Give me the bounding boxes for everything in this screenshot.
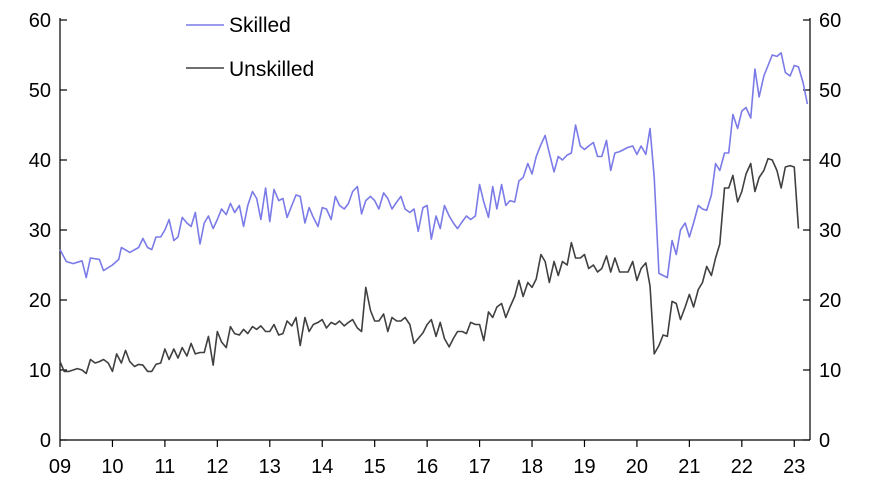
y-tick-label-right: 0	[819, 430, 830, 452]
x-tick-label: 14	[311, 456, 333, 478]
x-tick-label: 23	[783, 456, 805, 478]
x-tick-label: 15	[364, 456, 386, 478]
chart-axes: 0 10 20 30 40 50 60 0 10 20 30 40 50 60 09 10 11 12 13 14 15…	[29, 10, 842, 478]
series-line-skilled	[59, 52, 809, 279]
x-tick-label: 19	[573, 456, 595, 478]
x-tick-label: 17	[468, 456, 490, 478]
y-tick-label-right: 60	[819, 10, 841, 32]
chart-legend: Skilled Unskilled	[186, 14, 314, 81]
x-tick-label: 16	[416, 456, 438, 478]
y-tick-label-left: 50	[29, 80, 51, 102]
chart-series	[59, 52, 809, 375]
x-tick-label: 10	[101, 456, 123, 478]
x-tick-label: 20	[626, 456, 648, 478]
x-tick-label: 18	[521, 456, 543, 478]
x-tick-label: 22	[731, 456, 753, 478]
legend-label-skilled: Skilled	[229, 14, 291, 37]
y-tick-label-left: 10	[29, 360, 51, 382]
y-tick-label-right: 20	[819, 290, 841, 312]
y-tick-label-right: 40	[819, 150, 841, 172]
x-tick-label: 21	[678, 456, 700, 478]
legend-label-unskilled: Unskilled	[229, 58, 314, 81]
x-tick-label: 12	[206, 456, 228, 478]
y-tick-label-right: 10	[819, 360, 841, 382]
x-tick-label: 11	[155, 456, 176, 478]
y-tick-label-right: 50	[819, 80, 841, 102]
series-line-unskilled	[59, 157, 800, 375]
x-tick-label: 13	[259, 456, 281, 478]
y-tick-label-left: 20	[29, 290, 51, 312]
y-tick-label-right: 30	[819, 220, 841, 242]
x-tick-label: 09	[49, 456, 71, 478]
y-tick-label-left: 40	[29, 150, 51, 172]
y-tick-label-left: 60	[29, 10, 51, 32]
y-tick-label-left: 0	[40, 430, 51, 452]
y-tick-label-left: 30	[29, 220, 51, 242]
